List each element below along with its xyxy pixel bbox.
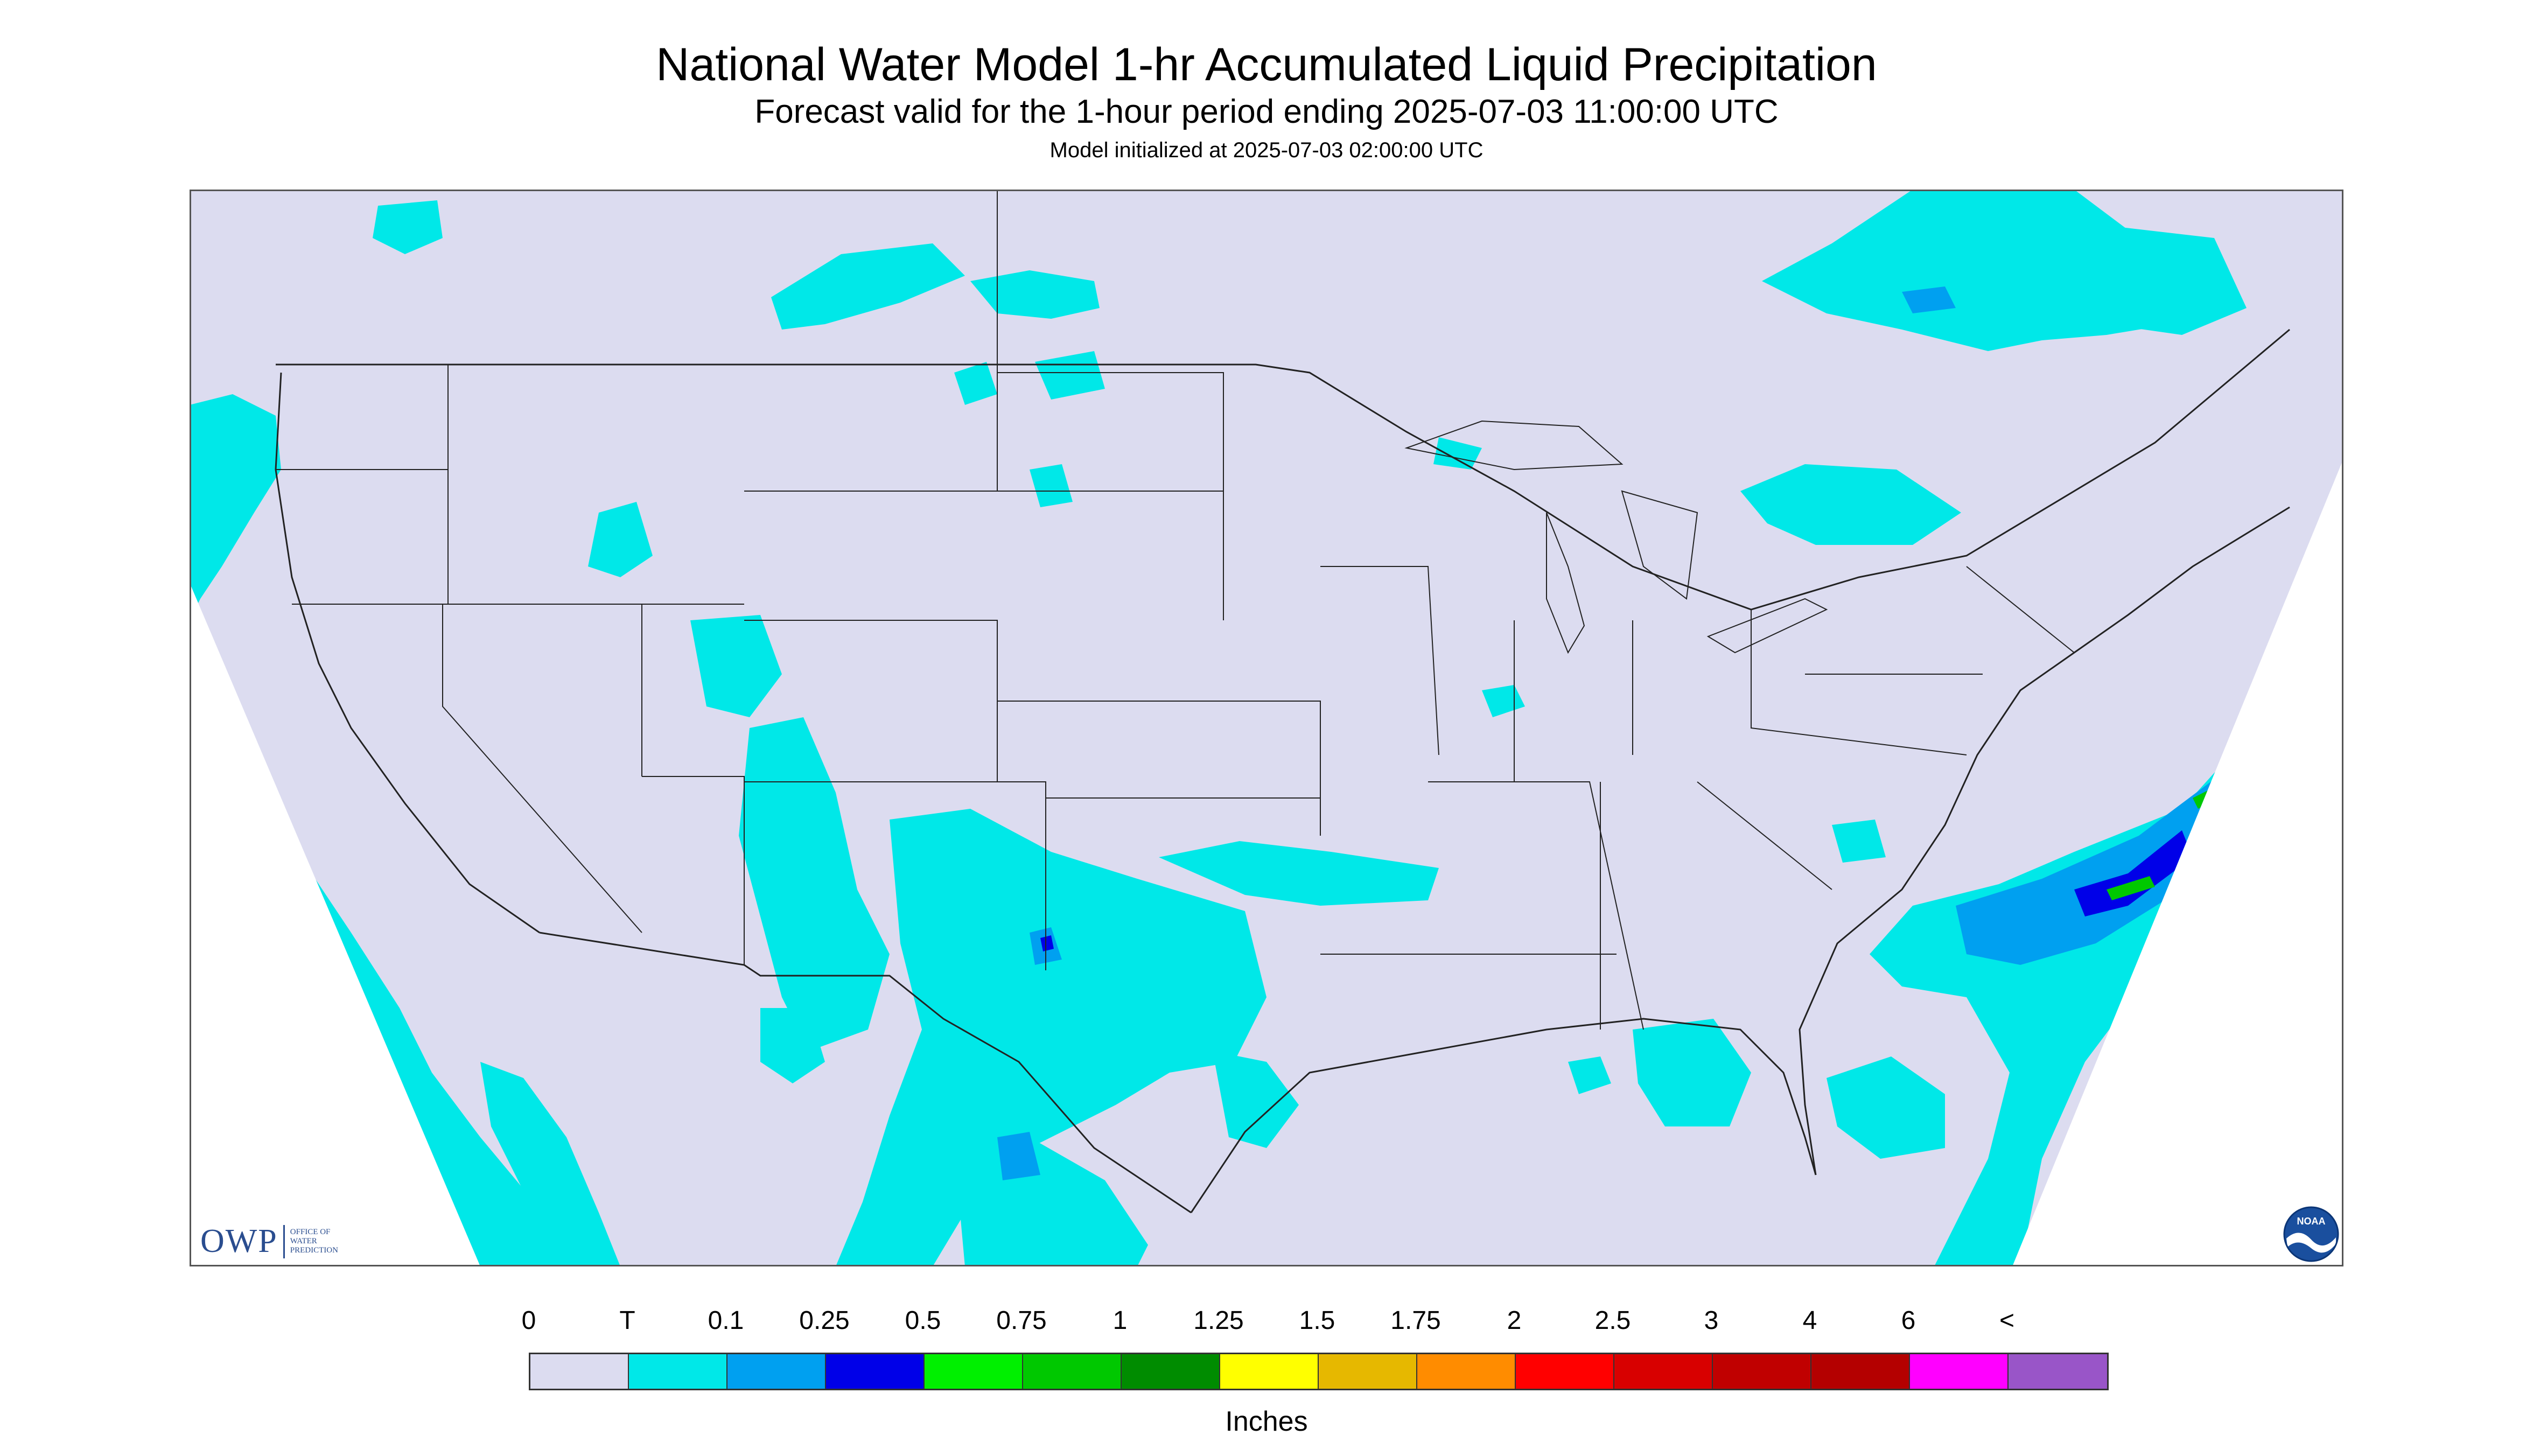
legend-swatch — [727, 1354, 826, 1389]
legend-tick-label: 2 — [1507, 1306, 1522, 1335]
legend-tick-label: 0.5 — [905, 1306, 941, 1335]
lake-superior — [1404, 420, 1624, 471]
west-coastline — [275, 372, 540, 934]
precip-mod-tx — [1040, 935, 1054, 951]
precipitation-map — [190, 190, 2343, 1266]
precip-id — [588, 502, 653, 577]
forecast-valid-subtitle: Forecast valid for the 1-hour period end… — [754, 93, 1779, 130]
precip-mod-atlantic — [2074, 830, 2193, 916]
precip-gulf-small — [1568, 1056, 1611, 1094]
precip-tx-coast — [1213, 1051, 1299, 1148]
legend-units-label: Inches — [1225, 1406, 1308, 1437]
legend-tick-label: 0.1 — [708, 1306, 744, 1335]
precip-lake-superior — [1433, 437, 1482, 470]
precip-ne-wy — [1030, 464, 1073, 507]
lake-huron — [1621, 490, 1698, 600]
noaa-logo-text: NOAA — [2297, 1216, 2326, 1227]
owp-line1: OFFICE OF — [290, 1228, 331, 1236]
legend-swatch — [1910, 1354, 2009, 1389]
state-lines — [276, 190, 2075, 1030]
precip-sd2 — [1035, 351, 1105, 400]
us-canada-border — [276, 328, 2290, 611]
precip-light-atlantic — [1956, 771, 2252, 965]
precip-sonora — [760, 1008, 825, 1083]
legend-swatch — [1713, 1354, 1811, 1389]
boundaries — [275, 190, 2290, 1214]
legend-tick-label: 0.25 — [799, 1306, 850, 1335]
legend-tick-label: 1.5 — [1299, 1306, 1335, 1335]
map-frame — [190, 190, 2343, 1266]
legend-swatch — [2009, 1354, 2107, 1389]
precip-quebec-east — [2074, 222, 2247, 335]
precip-light-quebec — [1902, 286, 1956, 313]
legend-tick-label: 1 — [1112, 1306, 1128, 1335]
precip-mt-streak — [771, 243, 965, 330]
gulf-coastline — [1190, 1018, 1817, 1213]
legend-swatch — [1811, 1354, 1910, 1389]
precip-quebec-swirl — [1762, 190, 2171, 351]
legend-swatch — [530, 1354, 629, 1389]
lake-michigan — [1546, 512, 1585, 654]
precip-light-mx — [997, 1132, 1040, 1180]
legend-swatch — [1516, 1354, 1614, 1389]
precip-nm-tx — [836, 809, 1266, 1266]
precip-moderate-areas — [1040, 830, 2193, 951]
precip-pacific-nw — [190, 394, 281, 620]
legend-swatch — [925, 1354, 1023, 1389]
precip-ok — [1159, 841, 1439, 906]
legend-swatch — [1023, 1354, 1122, 1389]
legend-tick-label: 4 — [1802, 1306, 1817, 1335]
legend-swatch — [1319, 1354, 1417, 1389]
legend-swatch — [629, 1354, 727, 1389]
precip-sd — [954, 362, 997, 405]
legend-tick-label: 1.75 — [1390, 1306, 1441, 1335]
precip-nd-band — [970, 270, 1100, 319]
noaa-logo-icon: NOAA — [2283, 1206, 2339, 1262]
precip-fl-gulf — [1633, 1019, 1751, 1126]
legend-tick-label: 0 — [521, 1306, 536, 1335]
legend-labels: 0 T 0.1 0.25 0.5 0.75 1 1.25 1.5 1.75 2 2.5 3 4 6 < — [522, 1306, 2015, 1338]
precip-az-nm — [739, 717, 890, 1051]
precip-ut-co — [690, 615, 782, 717]
model-init-subtitle: Model initialized at 2025-07-03 02:00:00… — [1049, 138, 1484, 162]
owp-logo: OWP OFFICE OF WATER PREDICTION — [200, 1222, 338, 1261]
legend-tick-label: 6 — [1901, 1306, 1916, 1335]
legend-swatch — [1417, 1354, 1516, 1389]
legend-tick-label: 3 — [1704, 1306, 1719, 1335]
owp-logo-icon: OWP — [200, 1223, 278, 1259]
legend-tick-label: 2.5 — [1594, 1306, 1631, 1335]
legend-swatch — [1220, 1354, 1319, 1389]
owp-logo-text: OFFICE OF WATER PREDICTION — [290, 1228, 338, 1255]
legend-tick-label: T — [619, 1306, 635, 1335]
us-mexico-border — [539, 932, 1192, 1214]
precip-fl-east — [1827, 1056, 1945, 1159]
legend-tick-label: 1.25 — [1193, 1306, 1244, 1335]
precip-light-areas — [997, 286, 2252, 1180]
legend-tick-label: 0.75 — [996, 1306, 1047, 1335]
east-coastline — [1799, 506, 2290, 1175]
precip-heavy-atlantic — [2107, 876, 2155, 900]
precip-ontario — [1740, 464, 1961, 545]
precip-mt-north — [373, 200, 443, 254]
owp-line3: PREDICTION — [290, 1246, 338, 1255]
legend-swatch — [826, 1354, 925, 1389]
precip-nc — [1832, 820, 1886, 863]
legend-colorbar — [529, 1353, 2109, 1390]
precip-baja — [480, 1062, 620, 1266]
chart-title: National Water Model 1-hr Accumulated Li… — [656, 39, 1877, 90]
lake-erie — [1706, 598, 1828, 654]
legend-tick-label: < — [1999, 1306, 2015, 1335]
owp-line2: WATER — [290, 1237, 317, 1245]
legend-swatch — [1122, 1354, 1220, 1389]
legend-swatch — [1614, 1354, 1713, 1389]
owp-logo-divider — [283, 1224, 285, 1258]
